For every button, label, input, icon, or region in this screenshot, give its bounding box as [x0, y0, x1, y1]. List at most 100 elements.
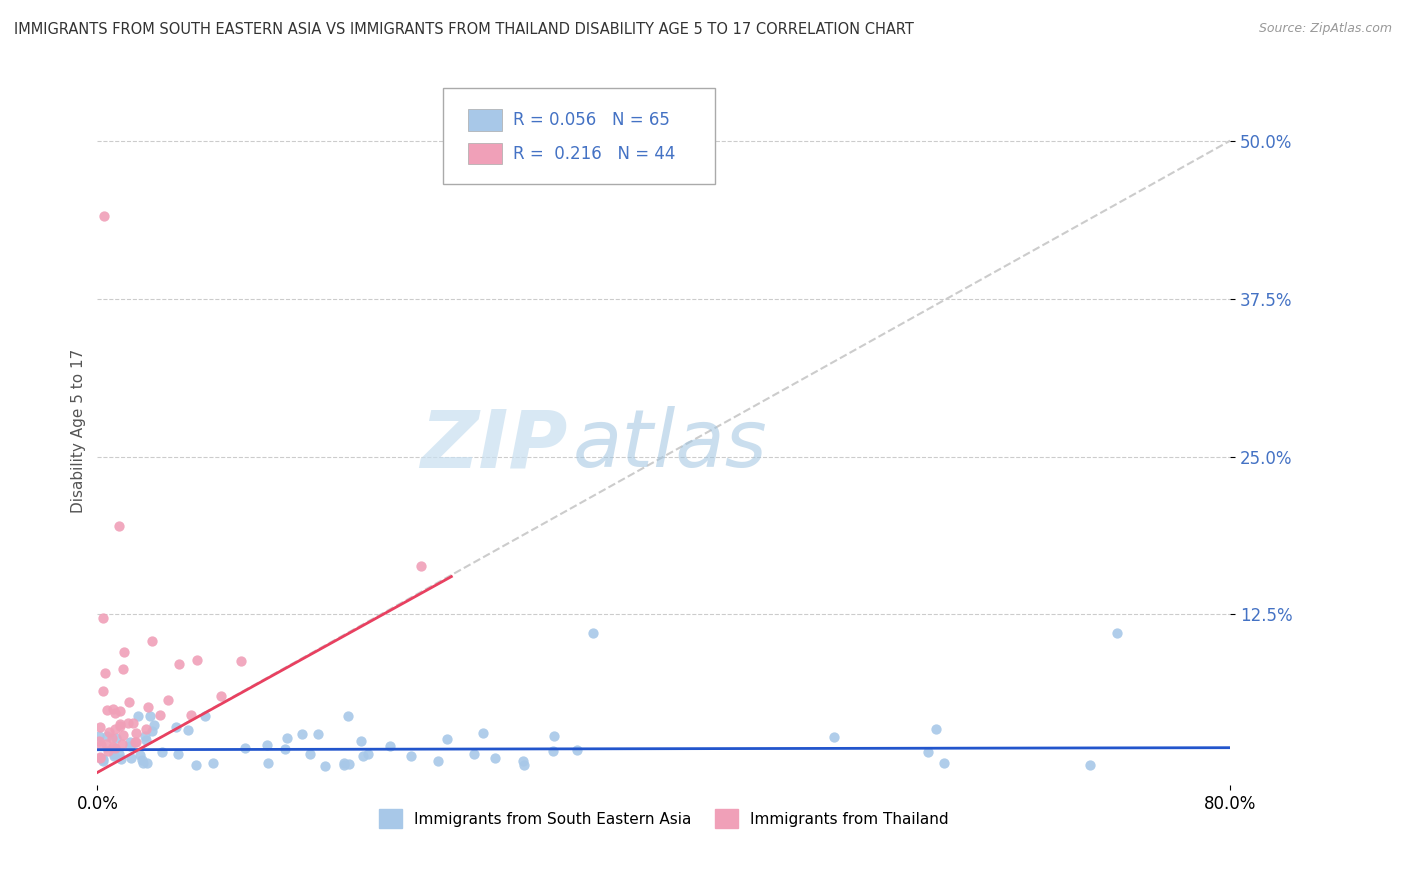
- Point: [157, 693, 180, 707]
- Point: [135, 733, 157, 747]
- Point: [333, 756, 356, 771]
- Point: [1105, 626, 1128, 640]
- Point: [298, 747, 321, 762]
- Point: [129, 747, 152, 762]
- Point: [932, 756, 955, 770]
- Point: [104, 740, 127, 755]
- Point: [186, 652, 208, 666]
- Point: [91, 754, 114, 768]
- Point: [142, 718, 165, 732]
- Point: [108, 705, 131, 719]
- Point: [91, 684, 114, 698]
- Point: [97, 744, 120, 758]
- Point: [201, 756, 224, 771]
- Point: [337, 756, 360, 771]
- Point: [124, 726, 146, 740]
- Point: [184, 758, 207, 772]
- Point: [104, 731, 127, 745]
- Point: [290, 727, 312, 741]
- Point: [135, 722, 157, 736]
- Point: [121, 716, 143, 731]
- Point: [100, 731, 122, 746]
- Point: [925, 723, 948, 737]
- Point: [104, 723, 127, 737]
- Point: [124, 735, 146, 749]
- Point: [472, 725, 495, 739]
- Point: [89, 720, 111, 734]
- Point: [110, 752, 132, 766]
- Point: [117, 716, 139, 731]
- Point: [118, 695, 141, 709]
- Point: [103, 740, 125, 755]
- Point: [112, 645, 135, 659]
- Point: [513, 757, 536, 772]
- Legend: Immigrants from South Eastern Asia, Immigrants from Thailand: Immigrants from South Eastern Asia, Immi…: [373, 803, 955, 834]
- Point: [180, 708, 202, 723]
- Point: [120, 751, 142, 765]
- Point: [96, 729, 118, 743]
- Point: [96, 703, 118, 717]
- Point: [107, 519, 129, 533]
- Point: [124, 735, 146, 749]
- Point: [93, 210, 115, 224]
- Point: [193, 708, 215, 723]
- Point: [89, 751, 111, 765]
- Point: [120, 735, 142, 749]
- Point: [380, 739, 402, 753]
- Point: [138, 700, 160, 714]
- Text: atlas: atlas: [574, 407, 768, 484]
- Point: [108, 716, 131, 731]
- Point: [165, 720, 187, 734]
- Point: [96, 737, 118, 751]
- FancyBboxPatch shape: [443, 88, 714, 184]
- Point: [166, 747, 188, 761]
- Point: [134, 729, 156, 743]
- Point: [315, 759, 337, 773]
- Point: [565, 743, 588, 757]
- Point: [91, 752, 114, 766]
- Point: [484, 751, 506, 765]
- Point: [103, 749, 125, 764]
- Point: [110, 719, 132, 733]
- Point: [111, 662, 134, 676]
- Text: Source: ZipAtlas.com: Source: ZipAtlas.com: [1258, 22, 1392, 36]
- Point: [131, 753, 153, 767]
- Point: [141, 633, 163, 648]
- Point: [307, 726, 329, 740]
- Text: R = 0.056   N = 65: R = 0.056 N = 65: [513, 111, 671, 129]
- Point: [356, 747, 378, 761]
- Point: [112, 728, 135, 742]
- Point: [139, 708, 162, 723]
- Point: [104, 706, 127, 720]
- Point: [141, 724, 163, 739]
- Point: [132, 756, 155, 771]
- Point: [349, 734, 371, 748]
- Point: [823, 731, 845, 745]
- Point: [149, 708, 172, 723]
- Point: [233, 741, 256, 756]
- Text: IMMIGRANTS FROM SOUTH EASTERN ASIA VS IMMIGRANTS FROM THAILAND DISABILITY AGE 5 : IMMIGRANTS FROM SOUTH EASTERN ASIA VS IM…: [14, 22, 914, 37]
- Point: [103, 747, 125, 761]
- Point: [89, 729, 111, 743]
- Point: [101, 702, 124, 716]
- Y-axis label: Disability Age 5 to 17: Disability Age 5 to 17: [72, 349, 86, 514]
- Point: [91, 611, 114, 625]
- Point: [426, 754, 449, 768]
- Point: [98, 725, 121, 739]
- Point: [401, 748, 423, 763]
- Point: [352, 748, 374, 763]
- Point: [177, 723, 200, 738]
- Point: [135, 756, 157, 771]
- Point: [150, 745, 173, 759]
- FancyBboxPatch shape: [468, 110, 502, 130]
- Point: [463, 747, 485, 762]
- Point: [89, 750, 111, 764]
- Point: [1080, 758, 1102, 772]
- Point: [91, 752, 114, 766]
- Point: [276, 731, 298, 745]
- Point: [209, 690, 232, 704]
- Point: [94, 666, 117, 681]
- Point: [108, 747, 131, 762]
- Point: [167, 657, 190, 671]
- Point: [127, 708, 149, 723]
